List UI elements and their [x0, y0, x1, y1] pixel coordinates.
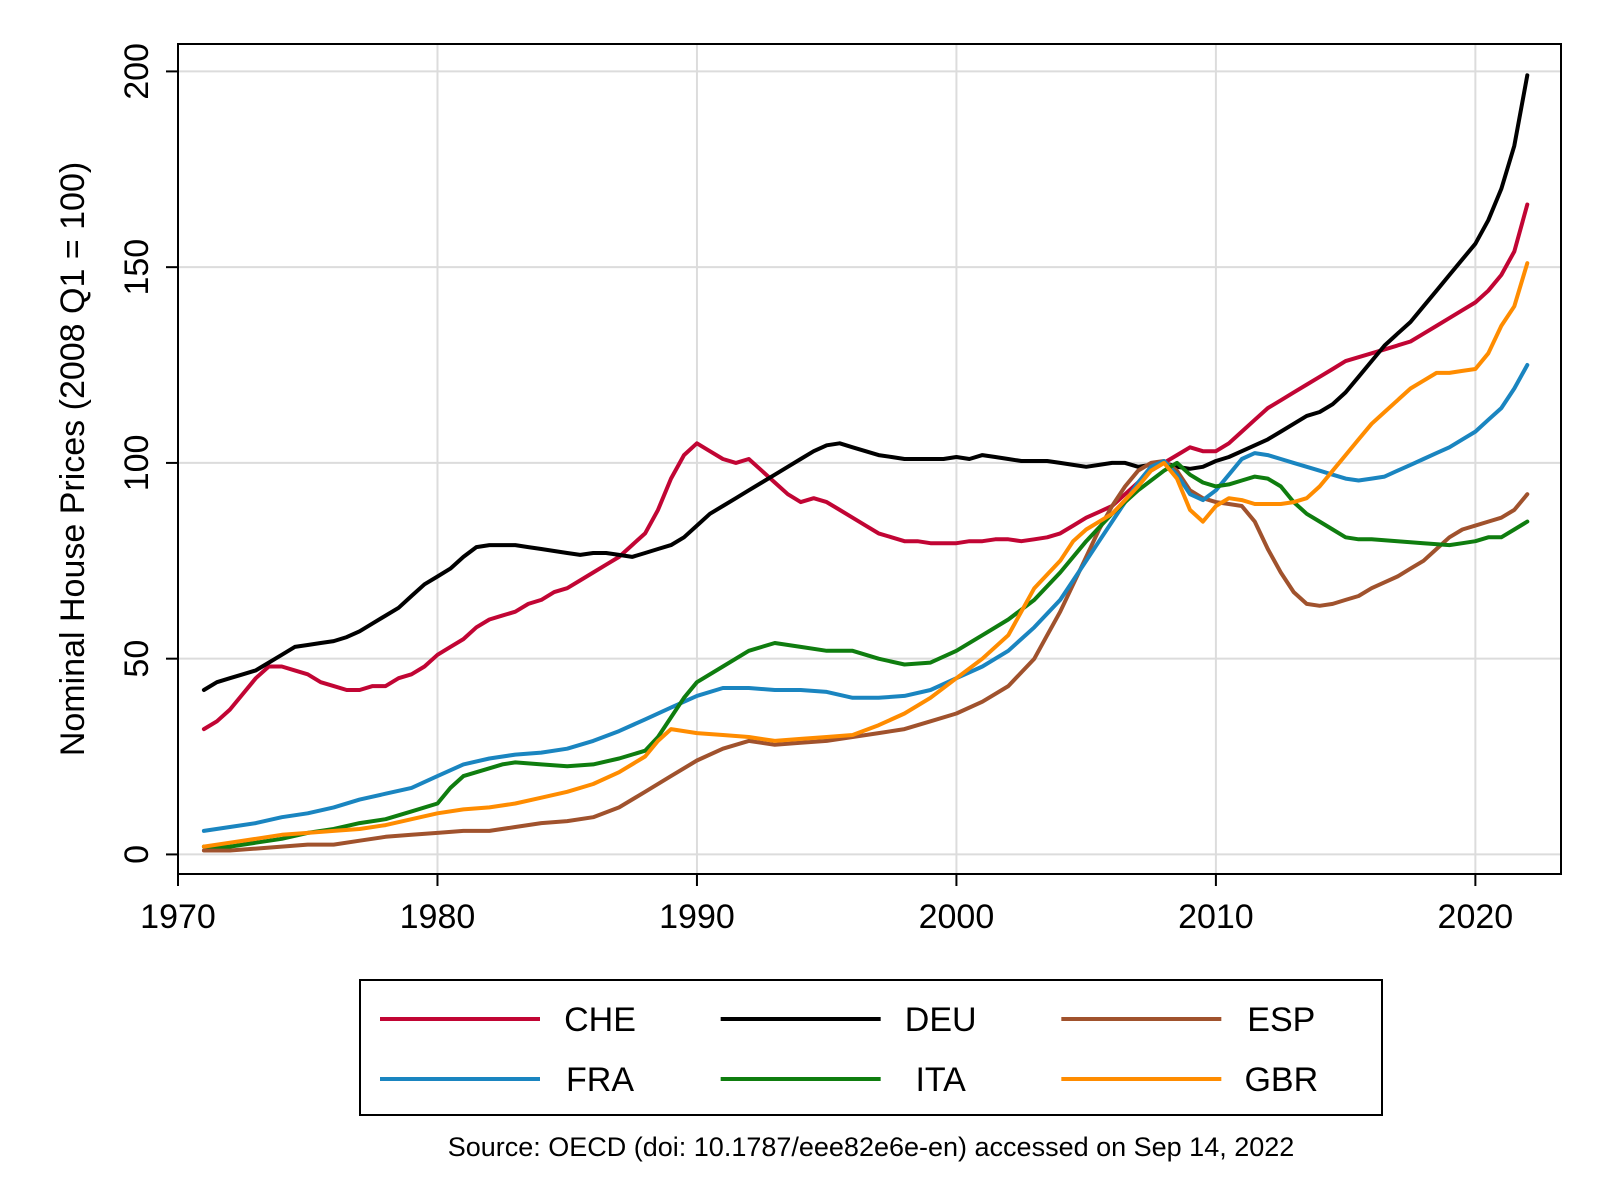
y-tick-label: 50 — [118, 640, 156, 678]
x-tick-label: 2010 — [1178, 898, 1254, 936]
legend-label-che: CHE — [564, 1001, 636, 1039]
x-tick-label: 1980 — [400, 898, 476, 936]
source-note: Source: OECD (doi: 10.1787/eee82e6e-en) … — [448, 1132, 1295, 1162]
y-tick-label: 0 — [118, 845, 156, 864]
legend-label-deu: DEU — [905, 1001, 977, 1039]
series-line-gbr — [201, 261, 1530, 849]
legend-label-esp: ESP — [1247, 1001, 1315, 1039]
series-line-che — [201, 202, 1530, 732]
series-line-esp — [201, 459, 1530, 853]
x-tick-label: 1990 — [659, 898, 735, 936]
y-tick-label: 100 — [118, 435, 156, 492]
y-tick-label: 200 — [118, 43, 156, 100]
legend: CHE DEU ESP FRA ITA GBR — [359, 979, 1383, 1116]
legend-label-fra: FRA — [566, 1061, 634, 1099]
legend-label-gbr: GBR — [1244, 1061, 1318, 1099]
x-tick-label: 1970 — [140, 898, 216, 936]
series-line-fra — [201, 363, 1530, 833]
y-axis-title: Nominal House Prices (2008 Q1 = 100) — [54, 162, 92, 756]
gridlines — [177, 44, 1561, 874]
legend-box — [359, 979, 1383, 1116]
series-line-deu — [201, 73, 1530, 692]
x-tick-label: 2000 — [919, 898, 995, 936]
y-tick-label: 150 — [118, 239, 156, 296]
series-layer — [201, 73, 1530, 853]
y-axis: 0 50 100 150 200 — [118, 43, 178, 864]
x-tick-label: 2020 — [1438, 898, 1514, 936]
x-axis: 1970 1980 1990 2000 2010 2020 — [140, 874, 1513, 936]
plot-frame — [177, 43, 1562, 875]
series-line-ita — [201, 460, 1530, 849]
legend-label-ita: ITA — [915, 1061, 966, 1099]
